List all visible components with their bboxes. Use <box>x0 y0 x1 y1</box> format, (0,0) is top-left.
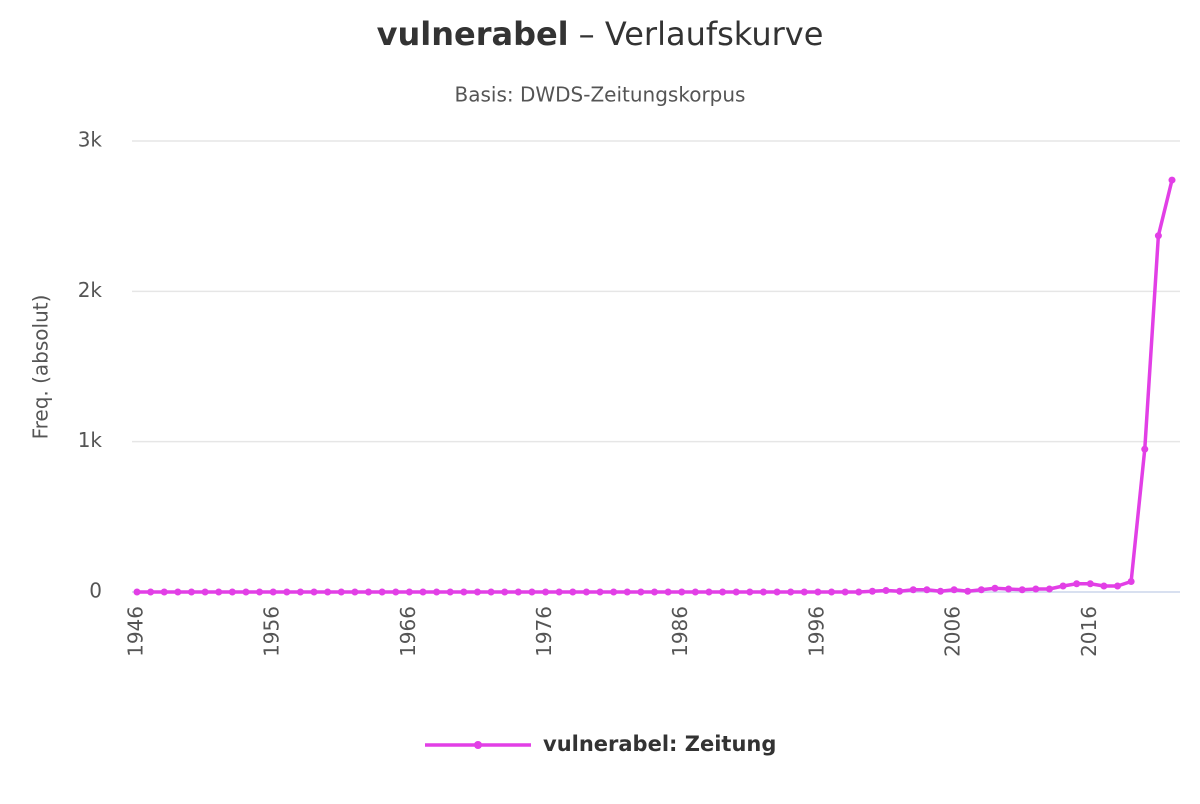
marker <box>310 588 318 596</box>
x-tick-label: 1976 <box>532 606 556 657</box>
marker <box>501 588 509 596</box>
marker <box>487 588 495 596</box>
marker <box>419 588 427 596</box>
marker <box>964 587 972 595</box>
title-text: – Verlaufskurve <box>579 15 824 53</box>
marker <box>242 588 250 596</box>
marker <box>678 588 686 596</box>
chart-title: vulnerabel – Verlaufskurve <box>377 15 824 53</box>
marker <box>909 586 917 594</box>
marker <box>1100 582 1108 590</box>
marker <box>1154 232 1162 240</box>
marker <box>133 588 141 596</box>
marker <box>1059 582 1067 590</box>
marker <box>936 587 944 595</box>
marker <box>201 588 209 596</box>
line <box>137 179 1174 594</box>
marker <box>610 588 618 596</box>
marker <box>596 588 604 596</box>
marker <box>337 588 345 596</box>
marker <box>187 588 195 596</box>
marker <box>433 588 441 596</box>
marker <box>1141 445 1149 453</box>
marker <box>160 588 168 596</box>
marker <box>365 588 373 596</box>
marker <box>651 588 658 596</box>
marker <box>324 588 332 596</box>
marker <box>351 588 359 596</box>
marker <box>841 588 849 596</box>
x-tick-label: 1956 <box>260 606 284 657</box>
marker <box>991 584 999 592</box>
x-tick-label: 1966 <box>396 606 420 657</box>
y-tick-label: 0 <box>89 579 102 603</box>
marker <box>228 588 236 596</box>
marker <box>787 588 795 596</box>
x-tick-label: 1986 <box>668 606 692 657</box>
marker <box>800 588 808 596</box>
marker <box>814 588 822 596</box>
marker <box>215 588 223 596</box>
marker <box>582 588 590 596</box>
marker <box>446 588 454 596</box>
marker <box>868 587 876 595</box>
marker <box>705 588 713 596</box>
x-tick-label: 2006 <box>941 606 965 657</box>
marker <box>855 588 863 596</box>
marker <box>555 588 563 596</box>
x-tick-label: 1946 <box>124 606 148 657</box>
marker <box>896 587 904 595</box>
marker <box>1032 585 1040 593</box>
marker <box>637 588 645 596</box>
marker <box>460 588 468 596</box>
marker <box>528 588 536 596</box>
marker <box>269 588 277 596</box>
x-tick-label: 2016 <box>1077 606 1101 657</box>
marker <box>1073 580 1081 588</box>
marker <box>759 588 767 596</box>
marker <box>828 588 836 596</box>
subtitle: Basis: DWDS-Zeitungskorpus <box>455 83 746 107</box>
marker <box>1086 580 1094 588</box>
marker <box>719 588 727 596</box>
marker <box>514 588 522 596</box>
marker <box>664 588 672 596</box>
marker <box>256 588 264 596</box>
marker <box>882 586 890 594</box>
marker <box>473 588 481 596</box>
marker <box>732 588 740 596</box>
marker <box>950 586 958 594</box>
marker <box>773 588 781 596</box>
x-tick-label: 1996 <box>804 606 828 657</box>
marker <box>691 588 699 596</box>
marker <box>378 588 386 596</box>
marker <box>1114 582 1122 590</box>
marker <box>569 588 577 596</box>
marker <box>542 588 550 596</box>
keyword: vulnerabel <box>377 15 569 53</box>
marker <box>405 588 413 596</box>
marker <box>746 588 754 596</box>
y-axis-label: Freq. (absolut) <box>29 295 53 440</box>
marker <box>392 588 400 596</box>
marker <box>1127 577 1135 585</box>
legend-marker <box>474 741 482 749</box>
y-tick-label: 3k <box>78 128 103 152</box>
legend-label: vulnerabel: Zeitung <box>543 732 776 756</box>
marker <box>147 588 155 596</box>
y-tick-label: 1k <box>78 428 103 452</box>
y-tick-label: 2k <box>78 278 103 302</box>
marker <box>923 586 931 594</box>
marker <box>1168 176 1176 184</box>
marker <box>296 588 304 596</box>
marker <box>174 588 182 596</box>
marker <box>283 588 291 596</box>
marker <box>1018 586 1026 594</box>
marker <box>977 586 985 594</box>
marker <box>623 588 631 596</box>
marker <box>1045 585 1053 593</box>
marker <box>1005 585 1013 593</box>
